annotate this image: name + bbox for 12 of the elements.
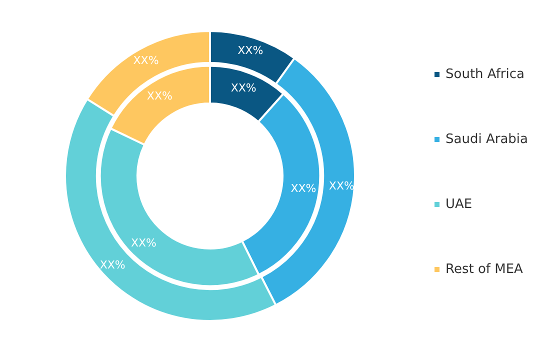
data-label: XX%	[238, 44, 264, 57]
data-label: XX%	[230, 81, 256, 94]
data-label: XX%	[130, 236, 156, 250]
legend-label: Saudi Arabia	[446, 132, 528, 147]
data-label: XX%	[328, 179, 354, 192]
data-label: XX%	[290, 182, 316, 196]
legend-label: Rest of MEA	[446, 262, 524, 277]
data-label: XX%	[146, 90, 172, 103]
legend-label: UAE	[446, 197, 472, 212]
data-label: XX%	[100, 258, 126, 272]
data-label: XX%	[133, 54, 159, 67]
legend-label: South Africa	[446, 67, 525, 82]
